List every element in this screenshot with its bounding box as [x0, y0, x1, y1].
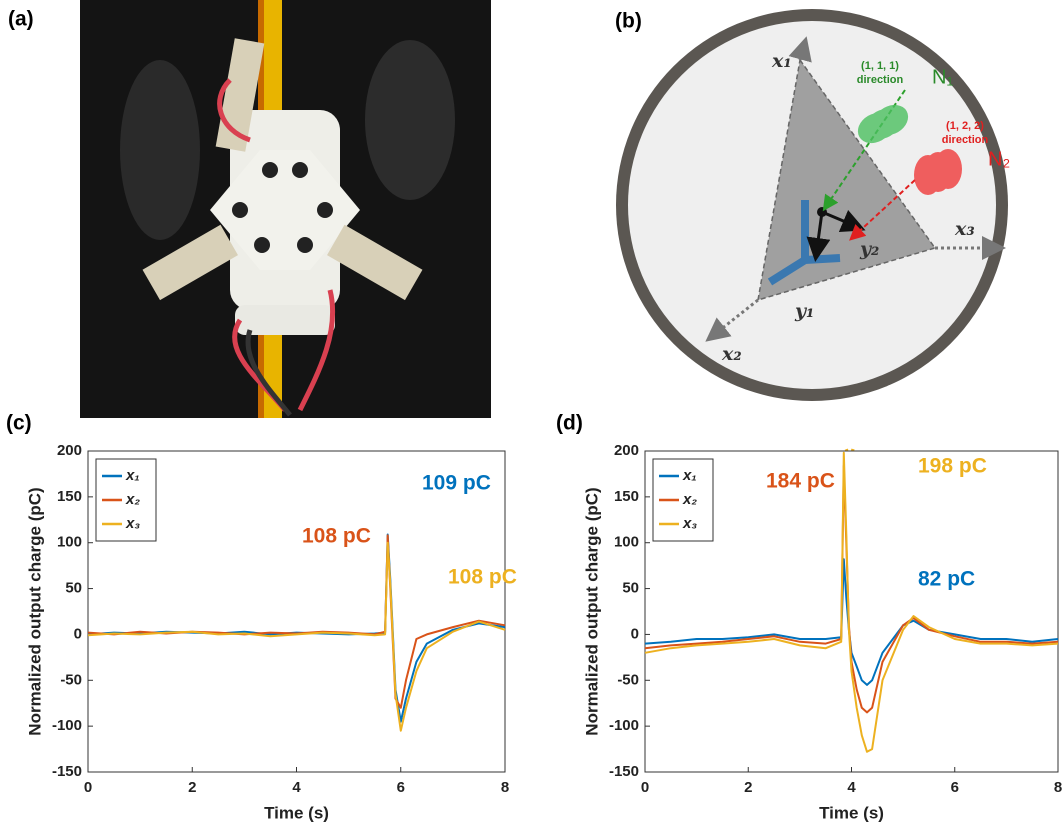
y-tick-label: 100: [614, 534, 639, 551]
y-tick-label: 100: [57, 534, 82, 551]
direction-label: (1, 1, 1): [861, 60, 899, 72]
figure: (a) (b) (c) (d): [0, 0, 1063, 832]
x-tick-label: 2: [188, 779, 196, 796]
y-tick-label: -150: [52, 763, 82, 780]
chart: -150 -100 -50 0 50 100 150 200 0 2 4 6 8 Time (s) Norm…: [582, 442, 1062, 823]
x-tick-label: 8: [1054, 779, 1062, 796]
legend-label: x₃: [125, 515, 140, 532]
y-tick-label: -100: [52, 717, 82, 734]
annotation: 108 pC: [302, 525, 371, 548]
axis-label: x₃: [954, 218, 975, 240]
legend-label: x₂: [125, 491, 140, 508]
vector-label: N₂: [988, 148, 1010, 170]
y-tick-label: 50: [65, 580, 82, 597]
annotation: 198 pC: [918, 455, 987, 478]
x-axis-label: Time (s): [264, 803, 329, 822]
y-tick-label: 0: [74, 625, 82, 642]
vector-label: N₁: [932, 66, 953, 88]
x-tick-label: 6: [397, 779, 405, 796]
direction-label: direction: [942, 134, 989, 146]
x-tick-label: 0: [84, 779, 92, 796]
chart: -150 -100 -50 0 50 100 150 200 0 2 4 6 8 Time (s) Norm…: [25, 442, 516, 823]
y-axis-label: Normalized output charge (pC): [25, 487, 44, 735]
legend-label: x₃: [682, 515, 697, 532]
annotation: 82 pC: [918, 568, 975, 591]
legend-label: x₁: [125, 467, 140, 484]
x-tick-label: 4: [847, 779, 856, 796]
direction-label: direction: [857, 74, 904, 86]
axis-label: x₁: [771, 50, 792, 72]
y-axis-label: Normalized output charge (pC): [582, 487, 601, 735]
annotation: 108 pC: [448, 566, 517, 589]
axis-label: x₂: [721, 343, 742, 365]
y-tick-label: 200: [614, 442, 639, 459]
diagram: x₁ x₂ x₃ y₁ y₂ N₁ (1, 1, 1) direction N₂…: [616, 9, 1010, 401]
x-tick-label: 6: [951, 779, 959, 796]
legend-label: x₁: [682, 467, 697, 484]
x-tick-label: 8: [501, 779, 509, 796]
photo: [80, 0, 491, 418]
y-tick-label: -50: [617, 671, 639, 688]
panel-label: (d): [556, 412, 583, 435]
y-tick-label: 0: [631, 625, 639, 642]
y-tick-label: -150: [609, 763, 639, 780]
y-tick-label: -100: [609, 717, 639, 734]
annotation: 184 pC: [766, 470, 835, 493]
axis-label: y₁: [794, 300, 814, 322]
y-tick-label: -50: [60, 671, 82, 688]
direction-label: (1, 2, 2): [946, 120, 984, 132]
panel-label: (a): [8, 8, 34, 31]
panel-label: (b): [615, 10, 642, 33]
panel-label: (c): [6, 412, 32, 435]
y-tick-label: 150: [57, 488, 82, 505]
x-tick-label: 4: [292, 779, 301, 796]
axis-label: y₂: [859, 238, 879, 260]
y-tick-label: 200: [57, 442, 82, 459]
annotation: 109 pC: [422, 472, 491, 495]
x-tick-label: 0: [641, 779, 649, 796]
x-tick-label: 2: [744, 779, 752, 796]
y-tick-label: 50: [622, 580, 639, 597]
legend-label: x₂: [682, 491, 697, 508]
y-tick-label: 150: [614, 488, 639, 505]
x-axis-label: Time (s): [819, 803, 884, 822]
